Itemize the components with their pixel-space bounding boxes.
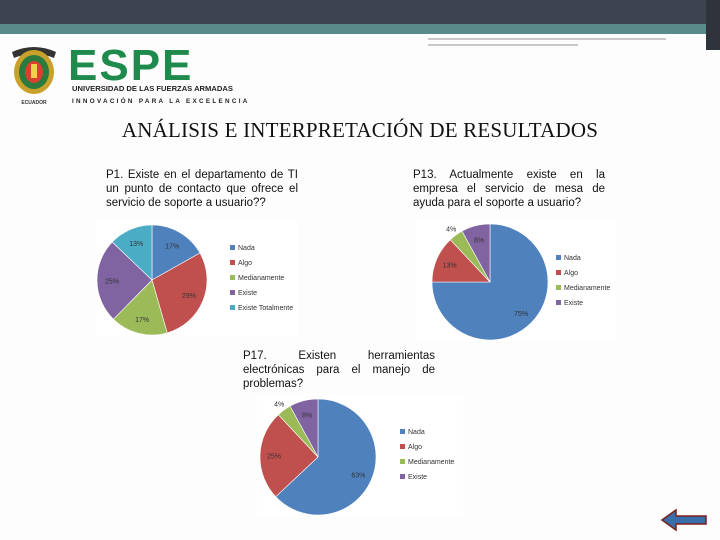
- espe-logo: ECUADOR ESPE UNIVERSIDAD DE LAS FUERZAS …: [4, 38, 254, 108]
- pie-slice-algo: [259, 414, 319, 498]
- chart-p17: 63% 25% 4% 8% Nada Algo Medianamente Existe: [257, 394, 463, 518]
- pie-slice-nada: [151, 224, 201, 281]
- legend-swatch: [556, 300, 561, 305]
- crest-icon: [12, 47, 56, 94]
- pie-data-label: 17%: [135, 317, 149, 324]
- pie-data-label: 13%: [443, 263, 457, 270]
- right-corner-band: [706, 0, 720, 50]
- back-button[interactable]: [660, 508, 708, 532]
- pie-data-label: 8%: [302, 412, 312, 419]
- pie-data-label: 8%: [474, 237, 484, 244]
- chart-p1: 17% 29% 17% 25% 13% Nada Algo Medianamente Exist…: [96, 219, 298, 337]
- institution-name: UNIVERSIDAD DE LAS FUERZAS ARMADAS: [72, 84, 233, 93]
- legend-label: Medianamente: [238, 275, 284, 282]
- legend-swatch: [400, 444, 405, 449]
- legend-swatch: [556, 285, 561, 290]
- pie-slice-existe: [289, 398, 319, 458]
- question-p17: P17. Existen herramientas electrónicas p…: [243, 350, 435, 390]
- pie-chart-p13: 75% 13% 4% 8% Nada Algo Medianamente Existe: [431, 223, 610, 341]
- pie-data-label: 25%: [267, 454, 281, 461]
- left-arrow-icon: [660, 508, 707, 532]
- pie-data-label: 25%: [105, 279, 119, 286]
- pie-slice-nada: [431, 223, 549, 341]
- chart-p13: 75% 13% 4% 8% Nada Algo Medianamente Existe: [416, 218, 616, 342]
- pie-slice-medianamente: [112, 279, 168, 336]
- pie-data-label: 4%: [274, 402, 284, 409]
- legend-label: Existe Totalmente: [238, 305, 293, 312]
- pie-chart-p17: 63% 25% 4% 8% Nada Algo Medianamente Existe: [259, 398, 454, 516]
- page-title: ANÁLISIS E INTERPRETACIÓN DE RESULTADOS: [121, 118, 599, 142]
- legend-label: Medianamente: [564, 285, 610, 292]
- legend-swatch: [556, 270, 561, 275]
- legend-swatch: [400, 474, 405, 479]
- question-p1: P1. Existe en el departamento de TI un p…: [106, 169, 298, 209]
- pie-data-label: 29%: [182, 293, 196, 300]
- pie-slice-algo: [151, 252, 208, 334]
- legend-label: Medianamente: [408, 459, 454, 466]
- legend-label: Existe: [238, 290, 257, 297]
- legend-label: Existe: [408, 474, 427, 481]
- institution-motto: INNOVACIÓN PARA LA EXCELENCIA: [72, 96, 250, 105]
- legend-label: Nada: [564, 255, 581, 262]
- pie-chart-p1: 17% 29% 17% 25% 13% Nada Algo Medianamente Exist…: [96, 224, 293, 336]
- legend-label: Algo: [408, 444, 422, 451]
- pie-data-label: 17%: [165, 243, 179, 250]
- legend-swatch: [230, 305, 235, 310]
- question-p13: P13. Actualmente existe en la empresa el…: [413, 169, 605, 209]
- top-accent-strip: [0, 24, 706, 34]
- pie-slice-nada: [275, 398, 377, 516]
- legend-swatch: [400, 429, 405, 434]
- pie-slice-existe: [461, 223, 491, 283]
- legend-swatch: [556, 255, 561, 260]
- legend-swatch: [230, 290, 235, 295]
- legend-swatch: [230, 275, 235, 280]
- top-bar: [0, 0, 720, 24]
- legend-swatch: [230, 245, 235, 250]
- legend-swatch: [230, 260, 235, 265]
- espe-logo-graphic: ECUADOR ESPE UNIVERSIDAD DE LAS FUERZAS …: [12, 41, 250, 106]
- pie-data-label: 4%: [446, 227, 456, 234]
- pie-data-label: 63%: [351, 472, 365, 479]
- legend-label: Algo: [564, 270, 578, 277]
- logo-wordmark: ESPE: [68, 41, 193, 90]
- legend-swatch: [400, 459, 405, 464]
- legend-label: Nada: [238, 245, 255, 252]
- legend-label: Algo: [238, 260, 252, 267]
- pie-data-label: 75%: [514, 311, 528, 318]
- header-rule-1: [428, 38, 666, 40]
- pie-data-label: 13%: [129, 241, 143, 248]
- legend-label: Existe: [564, 300, 583, 307]
- pie-slice-existe-totalmente: [111, 224, 153, 281]
- pie-slice-existe: [96, 241, 153, 320]
- header-rule-2: [428, 44, 578, 46]
- crest-caption: ECUADOR: [21, 100, 47, 106]
- legend-label: Nada: [408, 429, 425, 436]
